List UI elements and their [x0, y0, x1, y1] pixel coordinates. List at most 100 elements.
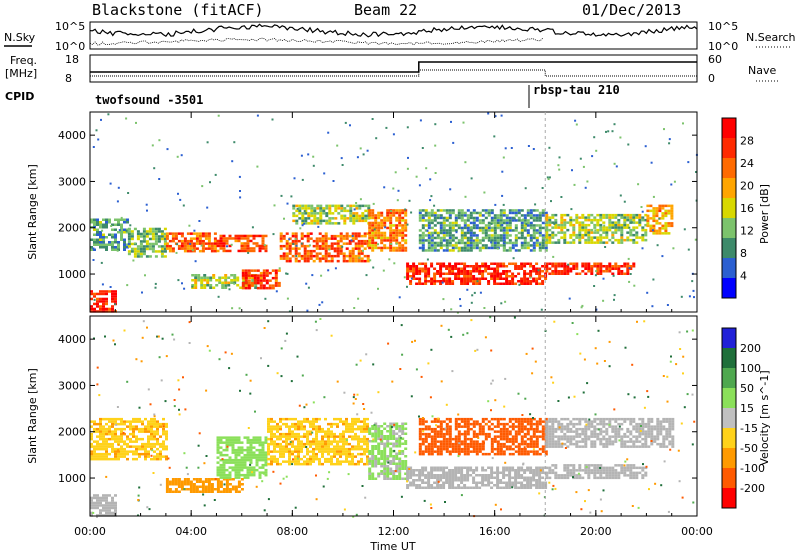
freq-label: Freq.: [10, 54, 37, 67]
power-band: [368, 209, 408, 252]
xtick-label: 16:00: [479, 525, 511, 538]
power-colorbar-swatch: [722, 238, 736, 258]
beam-title: Beam 22: [354, 1, 417, 19]
power-ytick-label: 2000: [58, 222, 86, 235]
power-colorbar-swatch: [722, 158, 736, 178]
velocity-colorbar-tick: 100: [740, 362, 761, 375]
xtick-label: 00:00: [74, 525, 106, 538]
power-yaxis: 1000 2000 3000 4000: [58, 129, 697, 281]
power-colorbar-tick: 16: [740, 202, 754, 215]
power-band: [646, 204, 674, 235]
xtick-label: 04:00: [175, 525, 207, 538]
velocity-ytick-label: 4000: [58, 333, 86, 346]
velocity-colorbar-swatch: [722, 348, 736, 368]
velocity-band: [406, 466, 548, 489]
xtick-label: 08:00: [276, 525, 308, 538]
scatter-noise: [90, 112, 698, 314]
power-colorbar-tick: 24: [740, 157, 754, 170]
velocity-colorbar-swatch: [722, 368, 736, 388]
velocity-ytick-label: 3000: [58, 379, 86, 392]
velocity-ytick-label: 2000: [58, 426, 86, 439]
velocity-band: [90, 417, 168, 461]
power-band: [216, 234, 268, 253]
velocity-colorbar-swatch: [722, 388, 736, 408]
nave-trace: [90, 69, 697, 77]
power-colorbar-swatch: [722, 258, 736, 278]
power-ytick-label: 1000: [58, 268, 86, 281]
power-colorbar-frame: [721, 117, 737, 299]
velocity-colorbar-swatch: [722, 408, 736, 428]
velocity-band: [368, 422, 408, 480]
velocity-band: [418, 417, 548, 456]
power-band: [279, 232, 370, 263]
freq-ytick-top: 18: [65, 53, 79, 66]
power-ylabel: Slant Range [km]: [26, 164, 39, 260]
scatter-noise: [92, 316, 696, 518]
velocity-colorbar-tick: -200: [740, 482, 765, 495]
xtick-label: 00:00: [681, 525, 713, 538]
xtick-label: 12:00: [378, 525, 410, 538]
freq-trace: [90, 61, 697, 73]
time-xlabel: Time UT: [369, 540, 415, 553]
xtick-label: 20:00: [580, 525, 612, 538]
velocity-band: [90, 494, 117, 517]
velocity-colorbar-swatch: [722, 328, 736, 348]
freq-unit-label: [MHz]: [5, 67, 37, 80]
velocity-colorbar-tick: 50: [740, 382, 754, 395]
power-colorbar-tick: 8: [740, 247, 747, 260]
power-band: [292, 204, 371, 225]
noise-panel-frame: [89, 21, 698, 50]
velocity-band: [165, 478, 244, 493]
velocity-heatmap: [90, 316, 696, 518]
velocity-colorbar-label: Velocity [m s^-1]: [758, 370, 771, 465]
time-xaxis: 00:00 04:00 08:00 12:00 16:00 20:00 00:00: [74, 112, 713, 538]
power-band: [406, 262, 548, 285]
freq-ytick-bottom: 8: [65, 72, 72, 85]
noise-ytick-right-bottom: 10^0: [708, 40, 738, 53]
nave-ytick-top: 60: [708, 53, 722, 66]
velocity-colorbar-swatch: [722, 428, 736, 448]
power-colorbar: 28 24 20 16 12 8 4: [721, 117, 754, 299]
noise-ytick-top: 10^5: [55, 20, 85, 33]
cpid-label: CPID: [5, 90, 34, 103]
power-colorbar-swatch: [722, 178, 736, 198]
velocity-ytick-label: 1000: [58, 472, 86, 485]
velocity-yaxis: 1000 2000 3000 4000: [58, 333, 697, 485]
nsearch-trace: [89, 37, 543, 46]
cpid-segment-0: twofsound -3501: [95, 93, 203, 107]
power-heatmap: [90, 112, 698, 314]
velocity-colorbar: 200 100 50 15 -15 -50 -100 -200: [721, 327, 765, 509]
power-band: [545, 213, 648, 244]
power-colorbar-swatch: [722, 118, 736, 138]
nsearch-label: N.Search: [746, 31, 796, 44]
power-band: [90, 290, 117, 313]
velocity-band: [267, 417, 369, 466]
power-band: [545, 262, 636, 275]
power-ytick-label: 4000: [58, 129, 86, 142]
power-ytick-label: 3000: [58, 175, 86, 188]
velocity-band: [216, 436, 268, 479]
power-band: [127, 227, 167, 258]
power-band: [165, 232, 217, 253]
cpid-segment-1: rbsp-tau 210: [533, 83, 620, 97]
power-colorbar-tick: 4: [740, 270, 747, 283]
nsky-trace: [89, 23, 698, 38]
noise-ytick-right-top: 10^5: [708, 20, 738, 33]
noise-ytick-bottom: 10^0: [55, 40, 85, 53]
velocity-colorbar-swatch: [722, 488, 736, 508]
power-colorbar-swatch: [722, 218, 736, 238]
velocity-colorbar-frame: [721, 327, 737, 509]
power-colorbar-swatch: [722, 138, 736, 158]
velocity-colorbar-swatch: [722, 448, 736, 468]
nsky-label: N.Sky: [4, 31, 36, 44]
power-band: [241, 269, 281, 290]
power-colorbar-label: Power [dB]: [758, 184, 771, 244]
nave-ytick-bottom: 0: [708, 72, 715, 85]
velocity-colorbar-swatch: [722, 468, 736, 488]
power-colorbar-swatch: [722, 278, 736, 298]
velocity-colorbar-tick: 15: [740, 402, 754, 415]
power-colorbar-tick: 28: [740, 135, 754, 148]
power-colorbar-tick: 12: [740, 225, 754, 238]
velocity-colorbar-tick: 200: [740, 342, 761, 355]
